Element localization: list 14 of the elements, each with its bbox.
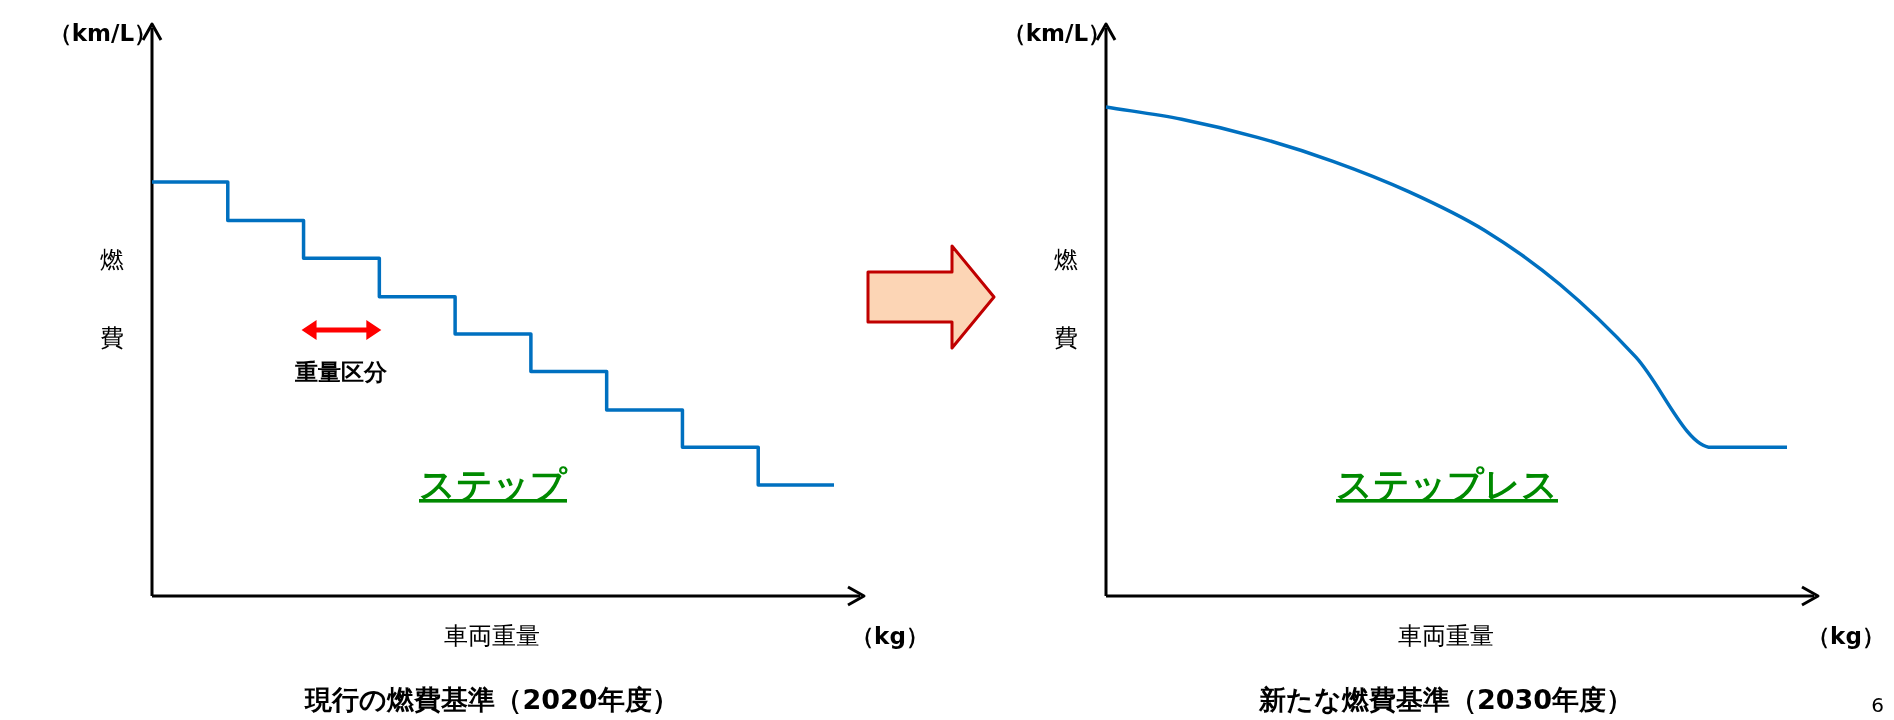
text: 燃費: [100, 246, 124, 352]
text: （kg）: [851, 622, 929, 649]
text: 燃費: [1054, 246, 1078, 352]
annotation: ステップ: [419, 464, 568, 505]
text: 6: [1871, 692, 1884, 717]
x-axis-title: 車両重量: [1398, 622, 1494, 650]
x-axis-title: 車両重量: [444, 622, 540, 650]
annotation: ステップレス: [1336, 464, 1558, 505]
annotation: 重量区分: [294, 358, 388, 385]
text: （kg）: [1807, 622, 1885, 649]
text: （km/L）: [48, 19, 158, 46]
text: 現行の燃費基準（2020年度）: [304, 683, 679, 715]
text: 新たな燃費基準（2030年度）: [1257, 683, 1634, 715]
text: （km/L）: [1002, 19, 1112, 46]
